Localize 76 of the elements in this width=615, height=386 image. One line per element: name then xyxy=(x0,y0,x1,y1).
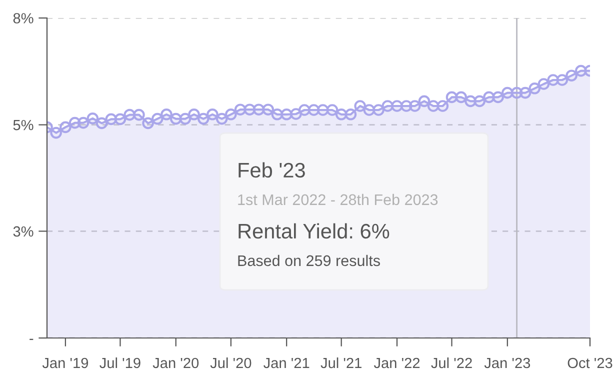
point xyxy=(188,108,200,120)
point xyxy=(382,100,394,112)
x-tick-label: Jan '22 xyxy=(374,358,420,368)
point xyxy=(400,100,412,112)
point xyxy=(455,91,468,104)
point xyxy=(335,108,348,120)
point xyxy=(483,91,495,104)
y-tick-label: 3% xyxy=(13,226,34,237)
point xyxy=(510,86,523,99)
point xyxy=(502,86,514,99)
point xyxy=(575,64,587,77)
point xyxy=(197,112,210,125)
point xyxy=(298,104,310,116)
point xyxy=(271,108,284,120)
x-tick-label: Jan '21 xyxy=(264,358,310,368)
point xyxy=(152,112,164,125)
point xyxy=(280,108,292,120)
y-tick-label: 5% xyxy=(13,120,34,130)
point xyxy=(124,108,136,121)
point xyxy=(566,70,578,82)
x-tick-label: Jan '19 xyxy=(42,358,88,368)
point xyxy=(427,100,440,112)
point xyxy=(372,104,384,116)
point xyxy=(464,95,476,108)
point xyxy=(308,104,320,116)
point xyxy=(391,100,403,112)
point xyxy=(519,86,532,99)
point xyxy=(105,113,118,126)
point xyxy=(96,117,108,130)
point xyxy=(436,100,449,112)
point xyxy=(538,78,550,90)
point xyxy=(290,108,302,120)
point xyxy=(446,91,458,104)
y-tick-label: 8% xyxy=(13,13,34,24)
point xyxy=(326,104,338,116)
point xyxy=(344,108,357,120)
point xyxy=(133,108,145,121)
point xyxy=(547,74,559,86)
x-tick-label: Jul '19 xyxy=(100,357,140,368)
x-tick-label: Jul '20 xyxy=(210,357,252,368)
y-tick-label: - xyxy=(30,338,34,340)
annotation: Rental Yield: 6% xyxy=(238,223,390,239)
point xyxy=(77,116,90,129)
annotation: Based on 259 results xyxy=(238,254,380,266)
point xyxy=(160,108,172,120)
point xyxy=(252,104,265,116)
point xyxy=(60,121,72,134)
annotation: 1st Mar 2022 - 28th Feb 2023 xyxy=(238,194,438,206)
point xyxy=(244,104,256,116)
point xyxy=(68,116,81,129)
point xyxy=(316,104,329,116)
annotation: Feb '23 xyxy=(238,162,305,178)
x-tick-label: Oct '23 xyxy=(568,358,612,368)
point xyxy=(556,74,568,86)
point xyxy=(363,104,376,116)
point xyxy=(354,100,366,112)
point xyxy=(262,104,274,116)
x-tick-label: Jan '23 xyxy=(484,358,530,368)
point xyxy=(474,95,486,108)
point xyxy=(408,100,421,112)
point xyxy=(86,112,99,124)
point xyxy=(206,108,218,120)
point xyxy=(234,104,246,116)
point xyxy=(114,113,126,126)
point xyxy=(142,117,154,130)
x-tick-label: Jul '22 xyxy=(431,357,472,368)
point xyxy=(50,126,62,139)
x-tick-label: Jan '20 xyxy=(152,358,199,368)
point xyxy=(492,91,504,104)
point xyxy=(170,112,182,125)
point xyxy=(528,82,541,94)
point xyxy=(418,95,430,108)
point xyxy=(179,112,192,125)
point xyxy=(225,108,237,120)
point xyxy=(216,112,228,125)
x-tick-label: Jul '21 xyxy=(320,357,362,368)
